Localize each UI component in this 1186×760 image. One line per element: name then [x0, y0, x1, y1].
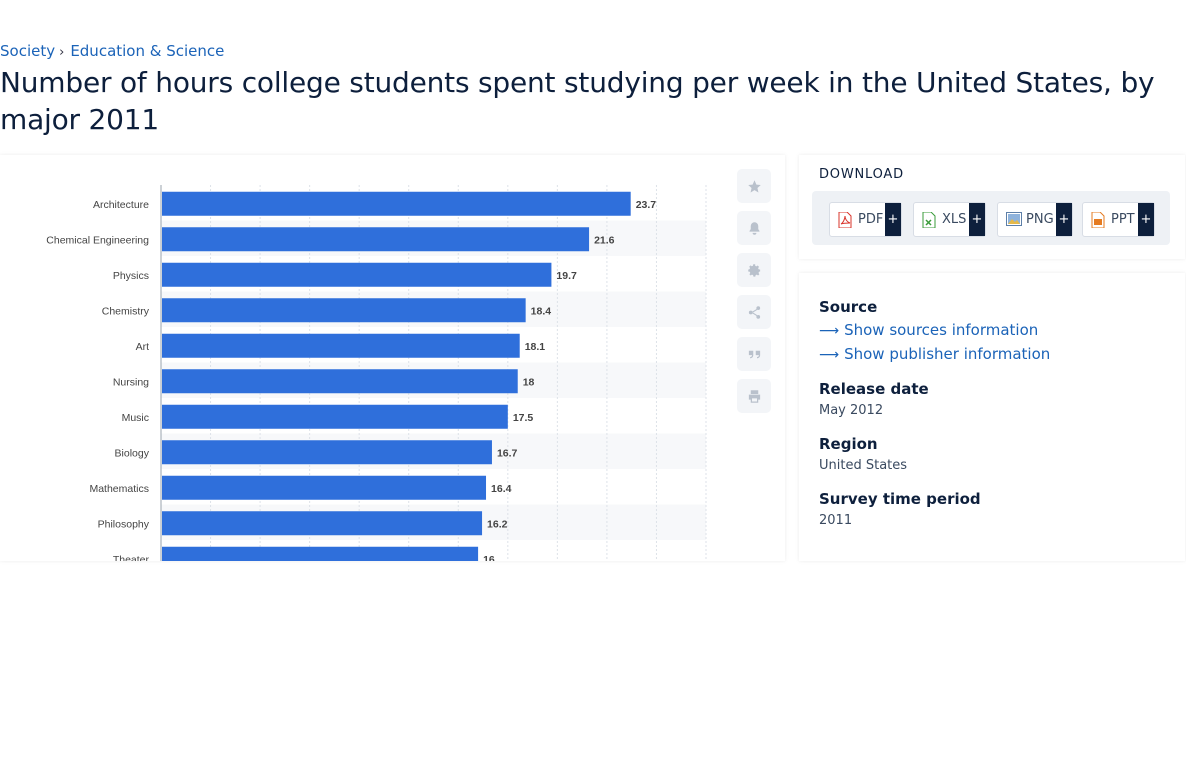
category-label: Biology	[115, 447, 150, 459]
png-plus: +	[1056, 203, 1072, 236]
print-button[interactable]	[737, 379, 771, 413]
value-label: 21.6	[594, 234, 615, 246]
value-label: 18.1	[525, 341, 546, 353]
category-label: Nursing	[113, 376, 149, 388]
bar	[162, 404, 508, 429]
print-icon	[748, 389, 760, 403]
value-label: 18.4	[531, 305, 552, 317]
show-sources-label: Show sources information	[844, 321, 1039, 339]
ppt-plus: +	[1138, 203, 1154, 236]
notification-button[interactable]	[737, 211, 771, 245]
xls-plus: +	[969, 203, 985, 236]
show-publisher-link[interactable]: ⟶ Show publisher information	[819, 345, 1050, 363]
download-title: DOWNLOAD	[819, 167, 904, 182]
category-label: Chemistry	[102, 305, 150, 317]
release-date-value: May 2012	[819, 403, 884, 418]
bar	[162, 440, 492, 465]
download-card: DOWNLOAD PDF + XLS + PNG + PPT +	[799, 155, 1185, 259]
pdf-label: PDF	[858, 212, 884, 227]
arrow-right-icon: ⟶	[819, 347, 840, 363]
region-heading: Region	[819, 435, 878, 453]
category-label: Chemical Engineering	[46, 234, 149, 246]
png-file-icon	[1006, 211, 1022, 228]
breadcrumb-education-science[interactable]: Education & Science	[70, 42, 225, 60]
value-label: 16.2	[487, 518, 508, 530]
arrow-right-icon: ⟶	[819, 323, 840, 339]
region-value: United States	[819, 458, 908, 473]
download-ppt-button[interactable]: PPT +	[1082, 202, 1155, 237]
download-png-button[interactable]: PNG +	[997, 202, 1073, 237]
bar	[162, 475, 487, 500]
bar	[162, 191, 631, 216]
show-sources-link[interactable]: ⟶ Show sources information	[819, 321, 1038, 339]
cite-button[interactable]	[737, 337, 771, 371]
survey-period-heading: Survey time period	[819, 490, 981, 508]
gear-icon	[747, 263, 760, 277]
value-label: 17.5	[513, 412, 534, 424]
pdf-file-icon	[838, 211, 852, 228]
breadcrumb-society[interactable]: Society	[0, 42, 56, 60]
png-label: PNG	[1026, 212, 1054, 227]
breadcrumb-separator: ›	[59, 45, 65, 60]
bar	[162, 369, 518, 394]
bell-icon	[749, 221, 759, 235]
value-label: 23.7	[636, 199, 657, 211]
xls-label: XLS	[942, 212, 967, 227]
value-label: 16.4	[491, 483, 512, 495]
value-label: 16.7	[497, 447, 518, 459]
value-label: 16	[483, 554, 495, 561]
bar	[162, 262, 552, 287]
category-label: Art	[136, 341, 150, 353]
bar	[162, 511, 483, 536]
quote-icon	[748, 350, 760, 358]
pdf-plus: +	[885, 203, 901, 236]
category-label: Music	[122, 412, 149, 424]
favorite-button[interactable]	[737, 169, 771, 203]
settings-button[interactable]	[737, 253, 771, 287]
breadcrumb: Society › Education & Science	[0, 42, 224, 60]
xls-file-icon	[922, 211, 936, 228]
release-date-heading: Release date	[819, 380, 929, 398]
bar	[162, 298, 526, 323]
value-label: 19.7	[556, 270, 577, 282]
download-bar: PDF + XLS + PNG + PPT +	[812, 191, 1170, 245]
page-title: Number of hours college students spent s…	[0, 66, 1155, 136]
download-pdf-button[interactable]: PDF +	[829, 202, 902, 237]
chart-toolbar	[737, 169, 773, 421]
value-label: 18	[523, 376, 535, 388]
download-xls-button[interactable]: XLS +	[913, 202, 986, 237]
source-heading: Source	[819, 298, 878, 316]
bar	[162, 333, 520, 358]
category-label: Physics	[113, 270, 149, 282]
show-publisher-label: Show publisher information	[844, 345, 1051, 363]
bar	[162, 546, 479, 561]
share-icon	[748, 305, 760, 319]
category-label: Theater	[113, 554, 150, 561]
statistic-details-card: Source ⟶ Show sources information ⟶ Show p…	[799, 273, 1185, 561]
share-button[interactable]	[737, 295, 771, 329]
survey-period-value: 2011	[819, 513, 853, 528]
star-icon	[747, 179, 761, 192]
category-label: Architecture	[93, 199, 149, 211]
chart-card: Architecture 23.7 Chemical Engineering 21.6…	[0, 155, 785, 561]
ppt-file-icon	[1091, 211, 1105, 228]
category-label: Mathematics	[89, 483, 149, 495]
bar	[162, 227, 590, 252]
category-label: Philosophy	[98, 518, 150, 530]
ppt-label: PPT	[1111, 212, 1135, 227]
bar-chart: Architecture 23.7 Chemical Engineering 21.6…	[46, 185, 707, 561]
